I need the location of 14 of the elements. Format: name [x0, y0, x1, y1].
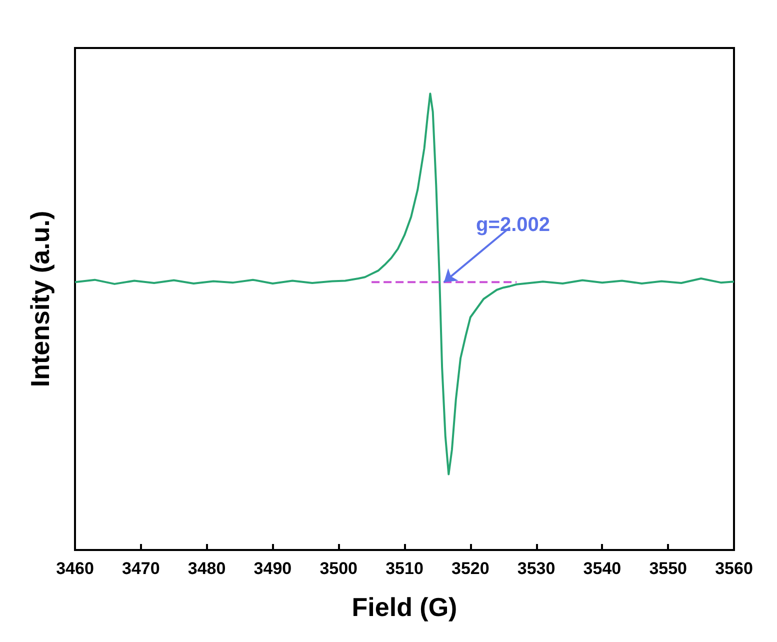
x-tick-label: 3460: [56, 559, 94, 578]
x-tick-label: 3510: [386, 559, 424, 578]
x-tick-label: 3550: [649, 559, 688, 578]
x-tick-label: 3500: [320, 559, 358, 578]
annotation: g=2.002: [476, 214, 550, 236]
x-tick-label: 3520: [451, 559, 490, 578]
x-tick-label: 3540: [583, 559, 622, 578]
x-tick-label: 3530: [517, 559, 556, 578]
y-axis-title: Intensity (a.u.): [25, 210, 55, 388]
x-axis-title: Field (G): [352, 592, 458, 622]
x-tick-label: 3470: [122, 559, 160, 578]
x-tick-label: 3560: [715, 559, 753, 578]
x-tick-label: 3480: [188, 559, 226, 578]
x-tick-label: 3490: [254, 559, 292, 578]
